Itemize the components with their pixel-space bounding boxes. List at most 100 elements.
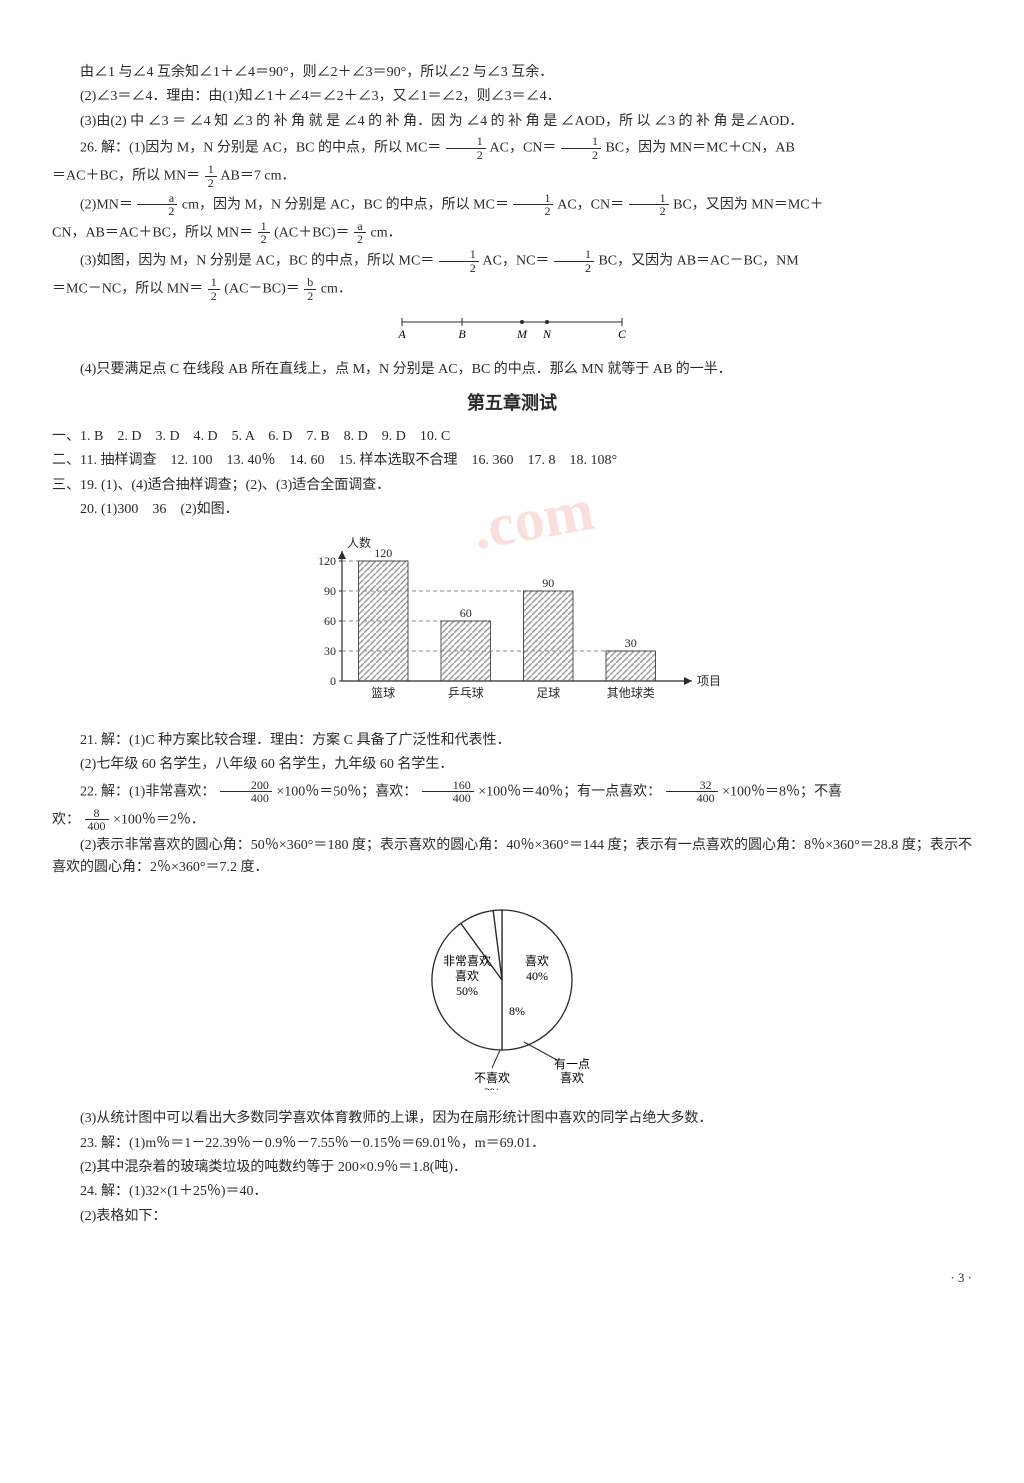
text: AC，CN＝ (490, 140, 557, 155)
top-line-2: (2)∠3＝∠4．理由：由(1)知∠1＋∠4＝∠2＋∠3，又∠1＝∠2，则∠3＝… (52, 86, 972, 108)
fraction-200-400: 200400 (220, 779, 272, 805)
pie-chart: 非常喜欢喜欢50%喜欢40%8%不喜欢2%有一点喜欢 (52, 890, 972, 1098)
fraction-half: 12 (629, 192, 669, 218)
text: ×100％＝2％． (113, 812, 205, 827)
chapter-5-title: 第五章测试 (52, 389, 972, 418)
point-m: M (516, 327, 528, 340)
fraction-half: 12 (513, 192, 553, 218)
q26-line-5: (3)如图，因为 M，N 分别是 AC，BC 的中点，所以 MC＝ 12 AC，… (52, 248, 972, 274)
svg-text:有一点: 有一点 (554, 1057, 590, 1071)
fraction-b2: b2 (304, 276, 316, 302)
svg-text:不喜欢: 不喜欢 (474, 1070, 510, 1085)
text: ×100％＝50％；喜欢： (276, 784, 417, 799)
svg-text:项目: 项目 (697, 674, 721, 688)
svg-text:90: 90 (324, 584, 336, 598)
text: ×100％＝8％；不喜 (722, 784, 842, 799)
point-b: B (458, 327, 466, 340)
svg-text:人数: 人数 (347, 535, 371, 550)
fraction-32-400: 32400 (666, 779, 718, 805)
fraction-160-400: 160400 (422, 779, 474, 805)
svg-text:0: 0 (330, 674, 336, 688)
q26-line-6: ＝MC－NC，所以 MN＝ 12 (AC－BC)＝ b2 cm． (52, 276, 972, 302)
text: (AC＋BC)＝ (274, 225, 349, 240)
q22-line-4: (3)从统计图中可以看出大多数同学喜欢体育教师的上课，因为在扇形统计图中喜欢的同… (52, 1108, 972, 1130)
q22-line-1: 22. 解：(1)非常喜欢： 200400 ×100％＝50％；喜欢： 1604… (52, 779, 972, 805)
svg-text:30: 30 (625, 636, 637, 650)
pie-chart-svg: 非常喜欢喜欢50%喜欢40%8%不喜欢2%有一点喜欢 (382, 890, 642, 1090)
q21-line-2: (2)七年级 60 名学生，八年级 60 名学生，九年级 60 名学生． (52, 754, 972, 776)
fraction-half: 12 (554, 248, 594, 274)
q24-line-1: 24. 解：(1)32×(1＋25％)＝40． (52, 1181, 972, 1203)
q26-line-1: 26. 解：(1)因为 M，N 分别是 AC，BC 的中点，所以 MC＝ 12 … (52, 135, 972, 161)
text: cm，因为 M，N 分别是 AC，BC 的中点，所以 MC＝ (182, 197, 509, 212)
q22-line-3: (2)表示非常喜欢的圆心角：50％×360°＝180 度；表示喜欢的圆心角：40… (52, 835, 972, 880)
fraction-half: 12 (561, 135, 601, 161)
svg-text:其他球类: 其他球类 (607, 686, 655, 700)
top-line-3: (3)由(2) 中 ∠3 ＝ ∠4 知 ∠3 的 补 角 就 是 ∠4 的 补 … (52, 111, 972, 133)
text: AB＝7 cm． (220, 169, 295, 184)
text: cm． (371, 225, 402, 240)
svg-text:非常喜欢: 非常喜欢 (443, 953, 491, 968)
top-line-1: 由∠1 与∠4 互余知∠1＋∠4＝90°，则∠2＋∠3＝90°，所以∠2 与∠3… (52, 62, 972, 84)
number-line-diagram: A B M N C (52, 312, 972, 348)
svg-text:篮球: 篮球 (371, 685, 395, 700)
fraction-a2: a2 (137, 192, 177, 218)
svg-text:喜欢: 喜欢 (455, 968, 479, 983)
svg-text:喜欢: 喜欢 (560, 1070, 584, 1085)
svg-text:60: 60 (324, 614, 336, 628)
fraction-half: 12 (208, 276, 220, 302)
text: (2)MN＝ (80, 197, 133, 212)
svg-text:喜欢: 喜欢 (525, 953, 549, 968)
text: AC，NC＝ (483, 253, 550, 268)
q21-line-1: 21. 解：(1)C 种方案比较合理．理由：方案 C 具备了广泛性和代表性． (52, 730, 972, 752)
svg-text:50%: 50% (456, 984, 478, 998)
svg-text:2%: 2% (484, 1085, 500, 1090)
point-c: C (618, 327, 627, 340)
ch5-line-1: 一、1. B 2. D 3. D 4. D 5. A 6. D 7. B 8. … (52, 426, 972, 448)
svg-text:90: 90 (542, 576, 554, 590)
fraction-half: 12 (446, 135, 486, 161)
svg-text:乒乓球: 乒乓球 (448, 686, 484, 700)
fraction-8-400: 8400 (85, 807, 109, 833)
svg-text:60: 60 (460, 606, 472, 620)
q24-line-2: (2)表格如下： (52, 1206, 972, 1228)
svg-text:8%: 8% (509, 1004, 525, 1018)
text: BC，因为 MN＝MC＋CN，AB (605, 140, 794, 155)
text: ＝MC－NC，所以 MN＝ (52, 281, 203, 296)
q22-line-2: 欢： 8400 ×100％＝2％． (52, 807, 972, 833)
fraction-half: 12 (258, 220, 270, 246)
text: cm． (321, 281, 352, 296)
text: BC，又因为 AB＝AC－BC，NM (598, 253, 798, 268)
fraction-half: 12 (439, 248, 479, 274)
text: BC，又因为 MN＝MC＋ (673, 197, 824, 212)
svg-text:30: 30 (324, 644, 336, 658)
text: 26. 解：(1)因为 M，N 分别是 AC，BC 的中点，所以 MC＝ (80, 140, 441, 155)
svg-text:120: 120 (318, 554, 336, 568)
fraction-a2: a2 (354, 220, 366, 246)
text: CN，AB＝AC＋BC，所以 MN＝ (52, 225, 253, 240)
bar-chart: .com 人数项目0306090120120篮球60乒乓球90足球30其他球类 (52, 531, 972, 719)
number-line-svg: A B M N C (392, 312, 632, 340)
bar-chart-svg: 人数项目 0 30 60 90 120 120 篮球 60 乒乓球 90 足球 30 其他球类 (292, 531, 732, 711)
ch5-line-4: 20. (1)300 36 (2)如图． (52, 499, 972, 521)
page-content: 由∠1 与∠4 互余知∠1＋∠4＝90°，则∠2＋∠3＝90°，所以∠2 与∠3… (52, 62, 972, 1289)
fraction-half: 12 (205, 163, 217, 189)
q26-line-2: ＝AC＋BC，所以 MN＝ 12 AB＝7 cm． (52, 163, 972, 189)
text: (AC－BC)＝ (224, 281, 299, 296)
page-number: · 3 · (52, 1268, 972, 1289)
point-a: A (397, 327, 406, 340)
text: ×100％＝40％；有一点喜欢： (478, 784, 661, 799)
q23-line-2: (2)其中混杂着的玻璃类垃圾的吨数约等于 200×0.9％＝1.8(吨)． (52, 1157, 972, 1179)
svg-text:120: 120 (374, 546, 392, 560)
q26-line-4: CN，AB＝AC＋BC，所以 MN＝ 12 (AC＋BC)＝ a2 cm． (52, 220, 972, 246)
svg-text:40%: 40% (526, 969, 548, 983)
q26-line-7: (4)只要满足点 C 在线段 AB 所在直线上，点 M，N 分别是 AC，BC … (52, 359, 972, 381)
point-n: N (542, 327, 552, 340)
q26-line-3: (2)MN＝ a2 cm，因为 M，N 分别是 AC，BC 的中点，所以 MC＝… (52, 192, 972, 218)
ch5-line-2: 二、11. 抽样调查 12. 100 13. 40％ 14. 60 15. 样本… (52, 450, 972, 472)
text: 22. 解：(1)非常喜欢： (80, 784, 215, 799)
text: (3)如图，因为 M，N 分别是 AC，BC 的中点，所以 MC＝ (80, 253, 434, 268)
ch5-line-3: 三、19. (1)、(4)适合抽样调查；(2)、(3)适合全面调查． (52, 475, 972, 497)
text: AC，CN＝ (557, 197, 624, 212)
svg-text:足球: 足球 (536, 686, 560, 700)
